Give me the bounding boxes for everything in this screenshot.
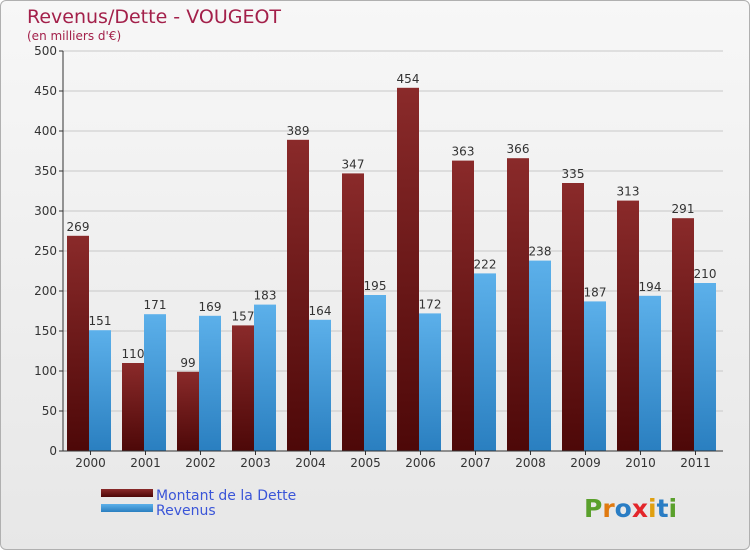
- bar-revenus: [639, 295, 661, 451]
- data-label-revenus: 194: [639, 280, 662, 294]
- bar-dette: [562, 183, 584, 451]
- data-label-revenus: 238: [529, 245, 552, 259]
- data-label-revenus: 222: [474, 257, 497, 271]
- y-tick-label: 500: [34, 44, 57, 58]
- logo-letter: o: [615, 494, 632, 523]
- logo-letter: r: [602, 494, 615, 523]
- logo-letter: i: [669, 494, 678, 523]
- x-tick-label: 2004: [295, 456, 326, 470]
- x-tick-label: 2002: [185, 456, 216, 470]
- y-tick-label: 200: [34, 284, 57, 298]
- data-label-dette: 99: [180, 356, 195, 370]
- bar-dette: [342, 173, 364, 451]
- logo-letter: P: [584, 494, 602, 523]
- data-label-dette: 335: [562, 167, 585, 181]
- y-tick-label: 150: [34, 324, 57, 338]
- bars: 269 151 110 171 99 169 157 183 389 164 347 195 454 17…: [67, 72, 717, 452]
- data-label-dette: 347: [342, 157, 365, 171]
- chart-subtitle: (en milliers d'€): [27, 29, 121, 43]
- y-tick-label: 50: [42, 404, 57, 418]
- chart-title: Revenus/Dette - VOUGEOT: [27, 6, 281, 28]
- bar-dette: [452, 160, 474, 451]
- bar-revenus: [474, 273, 496, 451]
- legend-swatch-revenus: [101, 504, 153, 512]
- bar-revenus: [419, 313, 441, 451]
- legend: Montant de la Dette Revenus: [101, 488, 296, 519]
- data-label-dette: 269: [67, 220, 90, 234]
- logo-letter: t: [657, 494, 669, 523]
- data-label-revenus: 183: [254, 289, 277, 303]
- data-label-dette: 291: [672, 202, 695, 216]
- bar-dette: [177, 371, 199, 451]
- logo-letter: i: [648, 494, 657, 523]
- legend-swatch-dette: [101, 489, 153, 497]
- bar-revenus: [199, 315, 221, 451]
- bar-dette: [397, 87, 419, 452]
- bar-dette: [67, 235, 89, 451]
- x-tick-label: 2005: [350, 456, 381, 470]
- bar-dette: [617, 200, 639, 451]
- bar-revenus: [254, 304, 276, 451]
- proxiti-logo: Proxiti: [584, 494, 677, 523]
- x-tick-label: 2011: [680, 456, 711, 470]
- data-label-dette: 313: [617, 185, 640, 199]
- logo-letter: x: [632, 494, 648, 523]
- data-label-dette: 366: [507, 142, 530, 156]
- legend-label-revenus: Revenus: [156, 503, 216, 519]
- bar-dette: [507, 158, 529, 451]
- x-tick-label: 2007: [460, 456, 491, 470]
- y-tick-label: 250: [34, 244, 57, 258]
- axes: 0 50 100 150 200 250 300 350 400 450 500 2000 2001 20…: [34, 44, 723, 470]
- bar-dette: [122, 363, 144, 451]
- x-tick-label: 2006: [405, 456, 436, 470]
- bar-revenus: [694, 283, 716, 451]
- y-tick-label: 400: [34, 124, 57, 138]
- bar-revenus: [89, 330, 111, 451]
- data-label-revenus: 169: [199, 300, 222, 314]
- y-tick-label: 0: [49, 444, 57, 458]
- data-label-dette: 157: [232, 309, 255, 323]
- bar-revenus: [584, 301, 606, 451]
- bar-dette: [232, 325, 254, 451]
- y-tick-label: 300: [34, 204, 57, 218]
- y-tick-label: 350: [34, 164, 57, 178]
- legend-label-dette: Montant de la Dette: [156, 488, 296, 504]
- bar-revenus: [529, 260, 551, 451]
- bar-dette: [287, 139, 309, 452]
- data-label-dette: 363: [452, 145, 475, 159]
- data-label-dette: 389: [287, 124, 310, 138]
- data-label-revenus: 171: [144, 298, 167, 312]
- data-label-dette: 110: [122, 347, 145, 361]
- data-label-revenus: 195: [364, 279, 387, 293]
- grid: [63, 50, 723, 412]
- data-label-revenus: 210: [694, 267, 717, 281]
- x-tick-label: 2003: [240, 456, 271, 470]
- bar-revenus: [309, 319, 331, 451]
- data-label-revenus: 172: [419, 297, 442, 311]
- y-tick-label: 450: [34, 84, 57, 98]
- x-tick-label: 2000: [75, 456, 106, 470]
- x-tick-label: 2010: [625, 456, 656, 470]
- bar-revenus: [364, 295, 386, 451]
- data-label-revenus: 164: [309, 304, 332, 318]
- bar-revenus: [144, 314, 166, 451]
- x-tick-label: 2009: [570, 456, 601, 470]
- bar-dette: [672, 218, 694, 451]
- x-tick-label: 2008: [515, 456, 546, 470]
- data-label-dette: 454: [397, 72, 420, 86]
- y-tick-label: 100: [34, 364, 57, 378]
- x-tick-label: 2001: [130, 456, 161, 470]
- data-label-revenus: 187: [584, 285, 607, 299]
- data-label-revenus: 151: [89, 314, 112, 328]
